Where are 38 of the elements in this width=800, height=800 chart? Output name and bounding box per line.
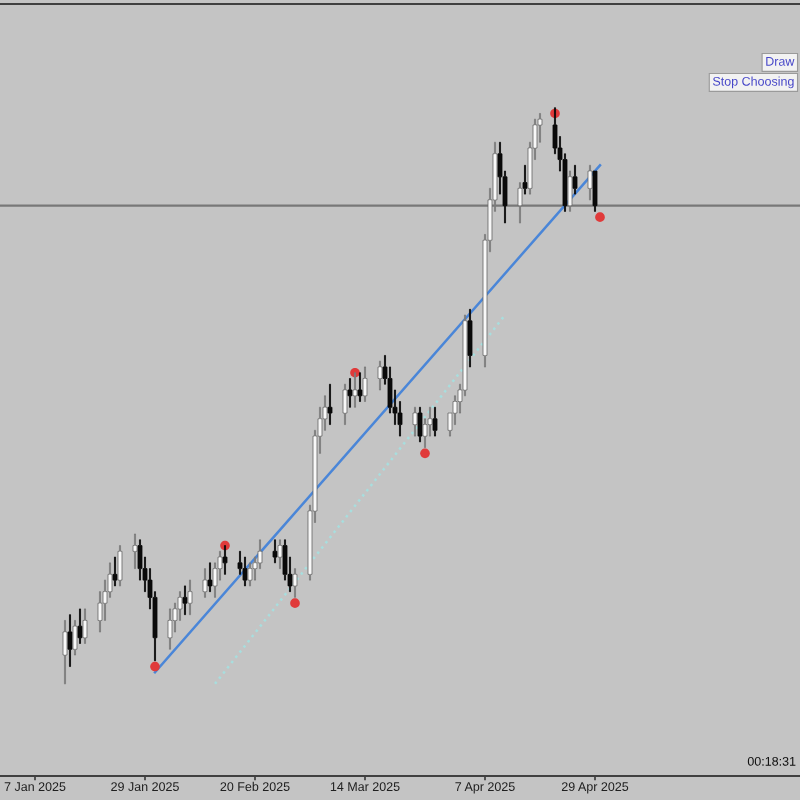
candlestick xyxy=(587,164,593,201)
candlestick xyxy=(292,568,298,598)
candlestick xyxy=(327,383,333,425)
point xyxy=(420,448,430,459)
candlestick xyxy=(77,608,83,644)
candlestick xyxy=(412,406,418,437)
candlestick xyxy=(242,556,248,587)
candlestick xyxy=(82,608,88,644)
candlestick xyxy=(207,562,213,593)
point xyxy=(150,661,160,672)
candlestick xyxy=(182,585,188,616)
candlestick xyxy=(517,182,523,224)
candlestick xyxy=(377,360,383,391)
point xyxy=(290,598,300,608)
candlestick xyxy=(522,164,528,195)
candlestick xyxy=(592,170,598,212)
candlestick xyxy=(62,620,68,685)
candlestick xyxy=(272,539,278,564)
candlestick xyxy=(117,545,123,587)
candlestick xyxy=(567,170,573,212)
candlestick xyxy=(202,568,208,598)
candlestick xyxy=(357,372,363,402)
candlestick xyxy=(417,406,423,443)
candlestick xyxy=(112,556,118,587)
candlestick xyxy=(347,378,353,408)
candlestick xyxy=(342,383,348,425)
candlestick xyxy=(67,614,73,667)
candlestick xyxy=(467,308,473,368)
candlestick xyxy=(247,562,253,587)
candlestick xyxy=(362,366,368,402)
candlestick xyxy=(72,620,78,656)
candlestick xyxy=(572,164,578,195)
candlestick xyxy=(167,608,173,650)
candlestick xyxy=(132,533,138,570)
point xyxy=(595,212,605,222)
candlestick xyxy=(277,539,283,570)
candlestick xyxy=(432,406,438,437)
candlestick xyxy=(187,579,193,616)
